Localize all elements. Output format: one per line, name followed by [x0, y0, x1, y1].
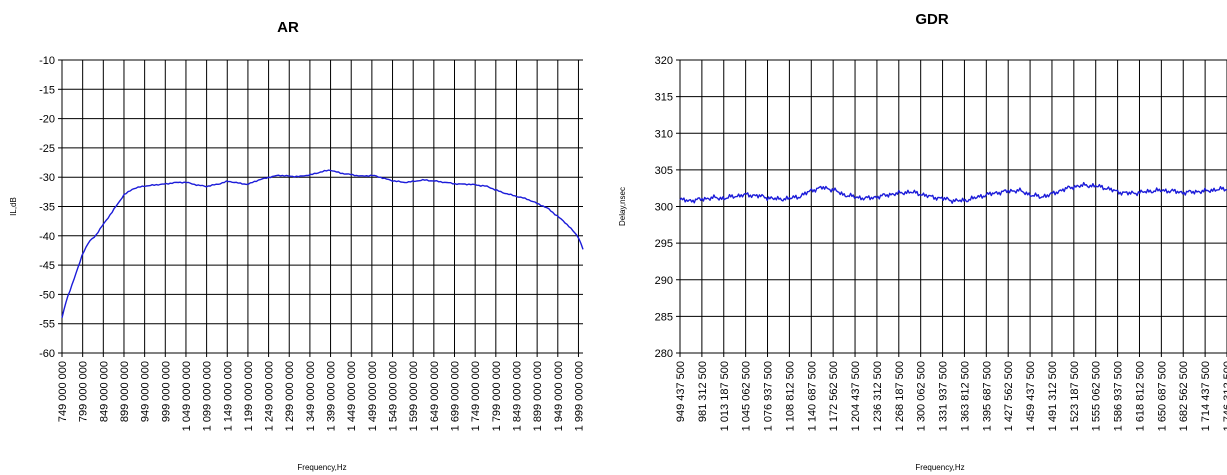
ar-ytick-label: -35 [39, 202, 55, 214]
ar-xtick-label: 949 000 000 [140, 361, 152, 422]
gdr-xtick-label: 1 076 937 500 [763, 361, 775, 431]
gdr-xtick-label: 1 172 562 500 [828, 361, 840, 431]
ar-ytick-label: -30 [39, 172, 55, 184]
ar-xtick-label: 1 449 000 000 [346, 361, 358, 431]
gdr-xtick-label: 1 555 062 500 [1091, 361, 1103, 431]
ar-xtick-label: 1 299 000 000 [284, 361, 296, 431]
gdr-chart-title: GDR [915, 11, 949, 28]
gdr-xtick-label: 1 363 812 500 [959, 361, 971, 431]
ar-xtick-label: 1 349 000 000 [305, 361, 317, 431]
gdr-xtick-label: 949 437 500 [675, 361, 687, 422]
gdr-xtick-label: 1 140 687 500 [806, 361, 818, 431]
gdr-xtick-label: 1 236 312 500 [872, 361, 884, 431]
ar-xtick-label: 1 499 000 000 [367, 361, 379, 431]
gdr-xtick-label: 1 682 562 500 [1178, 361, 1190, 431]
ar-ytick-label: -55 [39, 319, 55, 331]
gdr-xtick-label: 1 427 562 500 [1003, 361, 1015, 431]
gdr-xtick-label: 1 618 812 500 [1134, 361, 1146, 431]
ar-xtick-label: 1 549 000 000 [388, 361, 400, 431]
ar-ytick-label: -25 [39, 143, 55, 155]
ar-xtick-label: 799 000 000 [78, 361, 90, 422]
gdr-series-line-0 [679, 181, 1227, 204]
ar-xtick-label: 1 049 000 000 [181, 361, 193, 431]
ar-series-line-0 [61, 169, 584, 318]
ar-xtick-label: 1 249 000 000 [264, 361, 276, 431]
ar-xtick-label: 1 099 000 000 [202, 361, 214, 431]
ar-xtick-label: 749 000 000 [57, 361, 69, 422]
gdr-xtick-label: 1 395 687 500 [981, 361, 993, 431]
ar-xtick-label: 1 899 000 000 [532, 361, 544, 431]
ar-xtick-label: 1 849 000 000 [511, 361, 523, 431]
gdr-xtick-label: 1 746 312 500 [1222, 361, 1227, 431]
gdr-xtick-label: 1 459 437 500 [1025, 361, 1037, 431]
gdr-xtick-label: 1 714 437 500 [1200, 361, 1212, 431]
ar-ytick-label: -20 [39, 114, 55, 126]
ar-xtick-label: 1 399 000 000 [326, 361, 338, 431]
ar-xtick-label: 1 749 000 000 [470, 361, 482, 431]
ar-xtick-label: 1 599 000 000 [408, 361, 420, 431]
gdr-xtick-label: 1 300 062 500 [916, 361, 928, 431]
ar-xtick-label: 1 699 000 000 [450, 361, 462, 431]
ar-xtick-label: 1 199 000 000 [243, 361, 255, 431]
ar-xtick-label: 1 999 000 000 [573, 361, 585, 431]
ar-xtick-label: 1 799 000 000 [491, 361, 503, 431]
gdr-ytick-label: 305 [655, 165, 673, 177]
gdr-xtick-label: 1 491 312 500 [1047, 361, 1059, 431]
gdr-xtick-label: 1 013 187 500 [719, 361, 731, 431]
gdr-ytick-label: 295 [655, 238, 673, 250]
gdr-xtick-label: 1 268 187 500 [894, 361, 906, 431]
ar-xtick-label: 1 149 000 000 [222, 361, 234, 431]
gdr-ytick-label: 320 [655, 55, 673, 67]
gdr-ytick-label: 300 [655, 202, 673, 214]
gdr-xtick-label: 1 331 937 500 [938, 361, 950, 431]
ar-ytick-label: -50 [39, 289, 55, 301]
gdr-xtick-label: 1 650 687 500 [1156, 361, 1168, 431]
ar-chart-title: AR [277, 19, 299, 36]
ar-xtick-label: 1 949 000 000 [553, 361, 565, 431]
gdr-xtick-label: 1 045 062 500 [741, 361, 753, 431]
ar-xtick-label: 899 000 000 [119, 361, 131, 422]
gdr-y-axis-label: Delay,nsec [618, 187, 627, 226]
ar-ytick-label: -60 [39, 348, 55, 360]
gdr-ytick-label: 290 [655, 275, 673, 287]
gdr-ytick-label: 310 [655, 128, 673, 140]
gdr-ytick-label: 285 [655, 311, 673, 323]
gdr-xtick-label: 1 586 937 500 [1113, 361, 1125, 431]
ar-x-axis-label: Frequency,Hz [297, 463, 346, 472]
ar-ytick-label: -45 [39, 260, 55, 272]
gdr-xtick-label: 1 108 812 500 [784, 361, 796, 431]
gdr-xtick-label: 1 204 437 500 [850, 361, 862, 431]
ar-ytick-label: -10 [39, 55, 55, 67]
ar-xtick-label: 849 000 000 [98, 361, 110, 422]
ar-ytick-label: -40 [39, 231, 55, 243]
ar-xtick-label: 1 649 000 000 [429, 361, 441, 431]
ar-y-axis-label: IL,dB [9, 197, 18, 216]
gdr-ytick-label: 280 [655, 348, 673, 360]
gdr-x-axis-label: Frequency,Hz [915, 463, 964, 472]
ar-ytick-label: -15 [39, 84, 55, 96]
gdr-xtick-label: 981 312 500 [697, 361, 709, 422]
gdr-ytick-label: 315 [655, 92, 673, 104]
gdr-xtick-label: 1 523 187 500 [1069, 361, 1081, 431]
ar-xtick-label: 999 000 000 [160, 361, 172, 422]
